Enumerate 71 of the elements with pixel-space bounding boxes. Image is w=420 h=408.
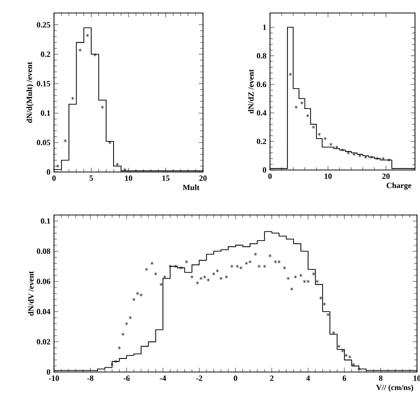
point (132, 298, 136, 302)
point (254, 252, 258, 256)
point (125, 322, 128, 326)
point (316, 280, 319, 284)
point (341, 349, 344, 353)
point (118, 346, 121, 350)
point (121, 332, 125, 336)
point (244, 262, 248, 266)
point (150, 262, 154, 266)
point (326, 312, 330, 316)
point (335, 145, 338, 149)
point (230, 264, 234, 268)
point (322, 302, 326, 306)
point (174, 264, 178, 268)
point (219, 276, 223, 280)
point (268, 254, 272, 258)
point (337, 344, 341, 348)
point (387, 158, 390, 162)
point (346, 151, 350, 155)
point (196, 281, 199, 285)
point (357, 367, 360, 371)
point (312, 272, 316, 276)
point (216, 269, 219, 273)
point (114, 360, 118, 364)
point (302, 280, 306, 284)
point (179, 266, 183, 270)
point (312, 125, 316, 129)
point (184, 260, 188, 264)
point (144, 268, 148, 272)
point (370, 155, 374, 159)
point (299, 274, 302, 278)
point (274, 260, 278, 264)
point (239, 266, 243, 270)
point (160, 282, 163, 286)
point (236, 264, 239, 268)
point (212, 272, 216, 276)
point (294, 105, 298, 109)
point (329, 142, 332, 146)
point (282, 266, 286, 270)
point (140, 293, 143, 297)
point (319, 296, 322, 300)
point (306, 114, 310, 118)
point (110, 362, 114, 366)
point (203, 275, 206, 279)
point (352, 152, 356, 156)
point (348, 355, 352, 359)
point (277, 260, 281, 264)
point (262, 264, 266, 268)
point (306, 280, 310, 284)
point (382, 156, 385, 160)
point (56, 164, 60, 168)
point (206, 278, 210, 282)
point (324, 136, 327, 140)
point (376, 156, 379, 160)
point (199, 276, 203, 280)
point (288, 72, 292, 76)
point (224, 275, 228, 279)
point (168, 264, 172, 268)
point (300, 101, 304, 105)
point (258, 264, 261, 268)
point (154, 272, 158, 276)
point (290, 287, 294, 291)
point (340, 148, 344, 152)
point (128, 316, 132, 320)
point (286, 276, 290, 280)
point (190, 275, 194, 279)
point (294, 275, 297, 279)
point (344, 354, 348, 358)
point (248, 260, 252, 264)
point (136, 292, 140, 296)
point (318, 132, 321, 136)
